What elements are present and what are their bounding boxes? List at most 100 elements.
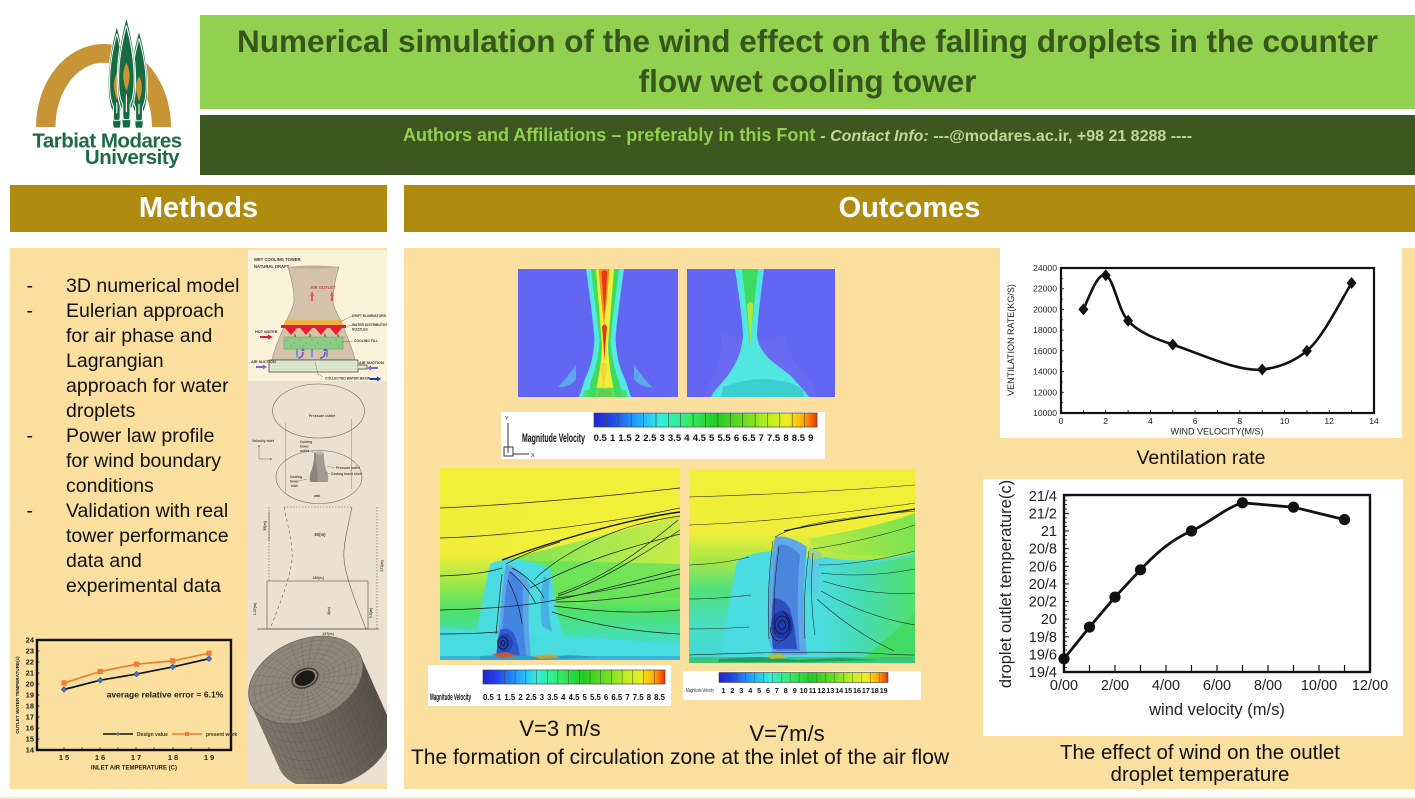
svg-text:4: 4 [1148,416,1153,426]
svg-text:20/8: 20/8 [1029,542,1057,558]
svg-text:Tarbiat Modares: Tarbiat Modares [32,130,181,153]
svg-text:tower: tower [290,480,300,484]
svg-text:Cooling: Cooling [290,475,302,479]
svg-text:12: 12 [817,686,825,695]
svg-text:inlet: inlet [291,484,299,488]
svg-text:18: 18 [26,702,34,711]
svg-text:Cooling tower shell: Cooling tower shell [331,472,361,476]
svg-text:10000: 10000 [1033,408,1057,418]
svg-text:Magnitude Velocity: Magnitude Velocity [430,692,471,702]
svg-text:Cooling: Cooling [300,440,312,444]
svg-text:6: 6 [1193,416,1198,426]
svg-text:6: 6 [734,433,739,444]
svg-text:6.5: 6.5 [611,693,623,702]
svg-text:17: 17 [26,713,34,722]
svg-text:19: 19 [204,753,216,762]
svg-text:Pressure outlet: Pressure outlet [309,414,336,418]
svg-text:11: 11 [809,686,817,695]
svg-text:2.5: 2.5 [643,433,657,444]
svg-text:2(m): 2(m) [327,606,331,614]
svg-text:5.5: 5.5 [717,433,731,444]
svg-text:1.5: 1.5 [618,433,632,444]
svg-text:171(m): 171(m) [380,559,384,571]
svg-text:15: 15 [59,753,71,762]
svg-text:20: 20 [1041,612,1057,628]
svg-text:2: 2 [635,433,640,444]
svg-text:137(m): 137(m) [322,632,334,636]
svg-text:9: 9 [808,433,813,444]
svg-text:6.5: 6.5 [742,433,756,444]
svg-text:19: 19 [880,686,888,695]
svg-text:80(m): 80(m) [314,532,326,537]
svg-text:4: 4 [748,686,752,695]
svg-text:15: 15 [844,686,852,695]
svg-text:14000: 14000 [1033,367,1057,377]
svg-text:12000: 12000 [1033,387,1057,397]
svg-text:20000: 20000 [1033,304,1057,314]
svg-text:8/00: 8/00 [1254,678,1282,694]
svg-text:AIR SUCTION: AIR SUCTION [359,361,384,365]
svg-text:22: 22 [26,658,34,667]
svg-text:5: 5 [583,693,588,702]
svg-text:NATURAL DRAFT: NATURAL DRAFT [254,264,290,269]
svg-text:2: 2 [730,686,734,695]
svg-text:8: 8 [1237,416,1242,426]
svg-text:8.5: 8.5 [654,693,666,702]
svg-text:WET COOLING TOWER: WET COOLING TOWER [254,257,301,262]
svg-text:18: 18 [168,753,180,762]
svg-text:4: 4 [561,693,566,702]
svg-text:0.5: 0.5 [483,693,495,702]
svg-text:Design value: Design value [137,732,168,738]
svg-text:24000: 24000 [1033,263,1057,273]
svg-text:6: 6 [766,686,770,695]
svg-text:7: 7 [775,686,779,695]
svg-text:3: 3 [660,433,665,444]
svg-text:droplet outlet temperature(c): droplet outlet temperature(c) [997,480,1015,688]
svg-text:2: 2 [518,693,523,702]
svg-text:9: 9 [793,686,797,695]
svg-text:COOLING FILL: COOLING FILL [354,339,378,343]
svg-text:University: University [85,146,180,169]
svg-text:1: 1 [610,433,616,444]
svg-text:21/2: 21/2 [1029,506,1057,522]
svg-text:20/4: 20/4 [1029,577,1057,593]
svg-text:0.5: 0.5 [594,433,608,444]
svg-text:4.5: 4.5 [693,433,707,444]
svg-text:0.5(m): 0.5(m) [369,607,373,618]
svg-text:24: 24 [26,636,35,645]
svg-text:8.5: 8.5 [792,433,806,444]
svg-text:14: 14 [1369,416,1379,426]
svg-text:14: 14 [835,686,843,695]
svg-text:21/4: 21/4 [1029,489,1057,505]
svg-text:2.5: 2.5 [526,693,538,702]
svg-text:12: 12 [1324,416,1334,426]
svg-text:22000: 22000 [1033,284,1057,294]
svg-text:Pressure outlet: Pressure outlet [336,466,361,470]
svg-text:4.5: 4.5 [569,693,581,702]
svg-text:4: 4 [684,433,690,444]
svg-text:7.5: 7.5 [633,693,645,702]
svg-text:17: 17 [131,753,143,762]
svg-text:wall: wall [313,494,320,498]
svg-text:OUTLET WATER TEMPERATURE(c): OUTLET WATER TEMPERATURE(c) [15,656,20,734]
svg-text:COLLECTED WATER BASIN: COLLECTED WATER BASIN [325,377,371,381]
svg-text:16: 16 [95,753,107,762]
svg-text:AIR SUCTION: AIR SUCTION [251,360,276,364]
svg-text:WATER DISTRIBUTION: WATER DISTRIBUTION [352,323,387,327]
svg-text:AIR OUTLET: AIR OUTLET [310,285,336,290]
svg-text:5.5: 5.5 [590,693,602,702]
svg-text:13: 13 [826,686,834,695]
svg-text:14: 14 [26,746,35,755]
svg-text:23: 23 [26,647,34,656]
svg-text:3.5: 3.5 [668,433,682,444]
svg-text:19/6: 19/6 [1029,647,1057,663]
svg-text:12/00: 12/00 [1352,678,1388,694]
svg-text:15: 15 [26,735,34,744]
svg-text:1.37(m): 1.37(m) [253,602,257,615]
svg-text:1: 1 [722,686,726,695]
svg-text:1: 1 [497,693,502,702]
svg-text:20: 20 [26,680,34,689]
svg-text:outlet: outlet [300,449,310,453]
svg-text:Magnitude Velocity: Magnitude Velocity [522,433,585,445]
svg-text:39[m]: 39[m] [263,521,267,531]
